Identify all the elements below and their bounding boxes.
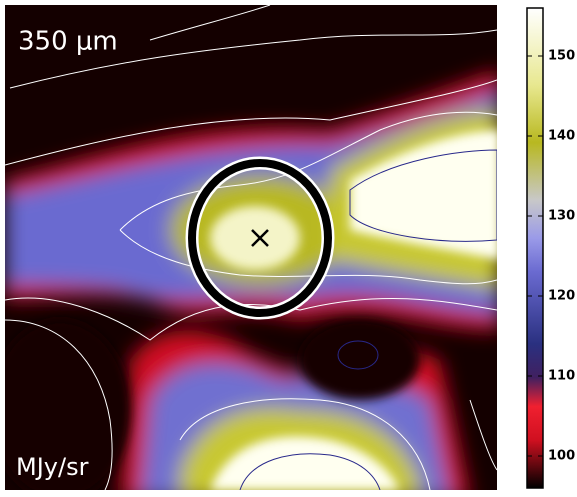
band-label: 350 μm [18,27,118,57]
colorbar-tick-label: 140 [548,129,575,144]
colorbar-tick-label: 110 [548,369,575,384]
colorbar-tick-label: 100 [548,449,575,464]
unit-label: MJy/sr [16,453,89,481]
colorbar-axis: 100 110 120 130 140 150 [527,49,575,464]
colorbar-tick-label: 120 [548,289,575,304]
source-marker [251,229,269,247]
aperture [188,159,332,317]
intensity-map [5,5,497,490]
colorbar-tick-label: 150 [548,49,575,64]
colorbar-tick-label: 130 [548,209,575,224]
colorbar [526,7,544,489]
